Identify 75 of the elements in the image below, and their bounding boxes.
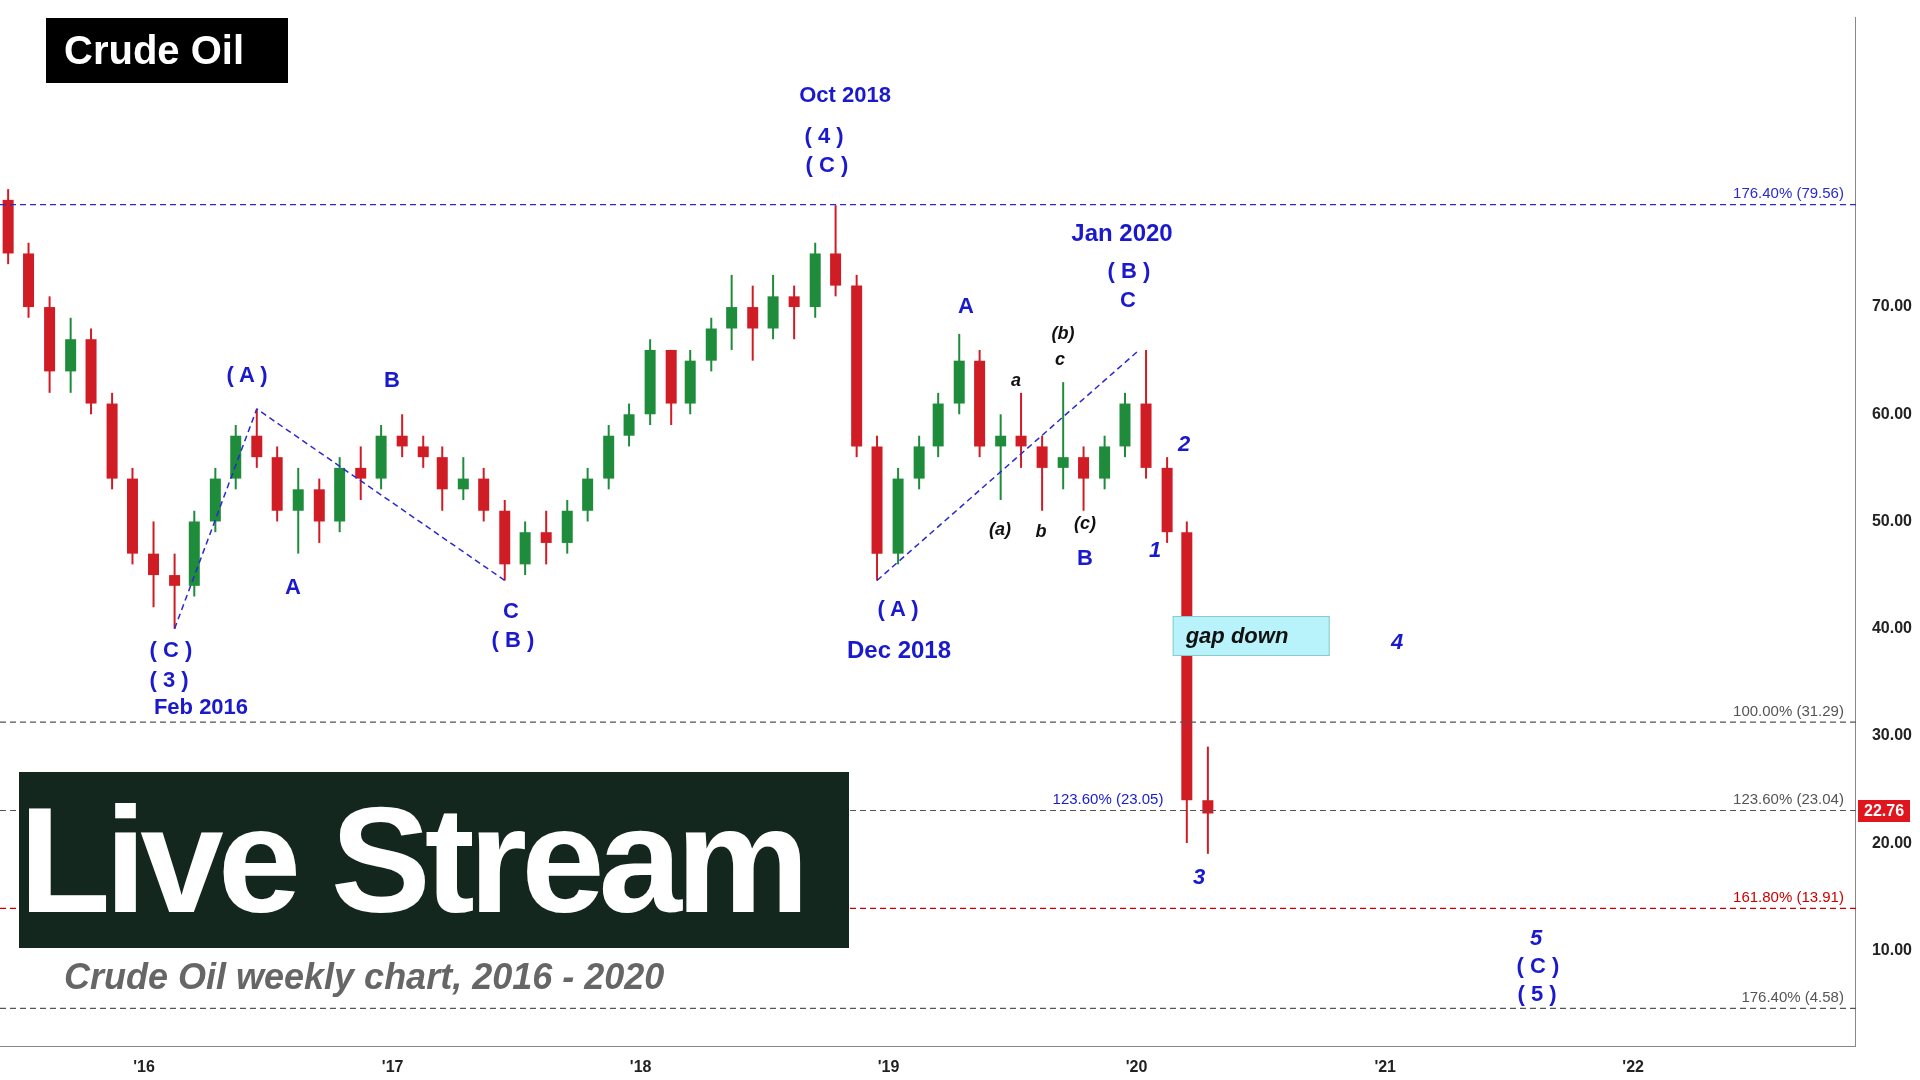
x-tick-label: '18	[629, 1057, 652, 1075]
candlestick	[1202, 745, 1214, 855]
annotation: A	[958, 293, 974, 319]
candlestick	[396, 413, 408, 459]
annotation: B	[384, 367, 400, 393]
annotation: Oct 2018	[799, 82, 891, 108]
annotation: 5	[1529, 925, 1543, 951]
annotation: gap down	[1172, 616, 1330, 656]
annotation: ( B )	[1107, 258, 1151, 284]
candlestick	[457, 456, 469, 502]
annotation: Jan 2020	[1071, 219, 1173, 247]
annotation: 123.60% (23.05)	[1050, 789, 1166, 807]
annotation: C	[503, 598, 519, 624]
annotation: ( 5 )	[1517, 981, 1557, 1007]
x-tick-label: '22	[1622, 1057, 1645, 1075]
y-tick-label: 60.00	[1871, 404, 1913, 422]
candlestick	[292, 466, 304, 555]
ref-line-label: 123.60% (23.04)	[1733, 790, 1844, 808]
ref-line-label: 176.40% (79.56)	[1733, 184, 1844, 202]
y-tick-label: 50.00	[1871, 511, 1913, 529]
candlestick	[1036, 434, 1048, 512]
x-tick-label: '16	[133, 1057, 155, 1075]
annotation: c	[1054, 348, 1066, 370]
candlestick	[540, 509, 552, 566]
candlestick	[417, 434, 429, 469]
annotation: B	[1077, 545, 1093, 571]
candlestick	[1015, 391, 1027, 469]
candlestick	[169, 552, 181, 630]
candlestick	[148, 520, 160, 609]
y-tick-label: 10.00	[1871, 940, 1913, 958]
candlestick	[995, 413, 1007, 502]
candlestick	[623, 402, 635, 448]
annotation: (b)	[1051, 322, 1075, 344]
candlestick	[1078, 445, 1090, 512]
annotation: C	[1120, 287, 1136, 313]
annotation: 2	[1177, 431, 1191, 457]
candlestick	[1057, 381, 1069, 491]
y-tick-label: 20.00	[1871, 833, 1913, 851]
candlestick	[251, 407, 263, 469]
annotation: b	[1035, 520, 1047, 542]
ref-line-label: 176.40% (4.58)	[1741, 988, 1844, 1006]
annotation: Live Stream	[19, 772, 849, 948]
annotation: 3	[1192, 864, 1206, 890]
chart-title: Crude Oil	[46, 18, 289, 83]
text: Crude Oil weekly chart, 2016 - 2020	[64, 956, 665, 998]
annotation: ( C )	[149, 637, 193, 663]
candlestick	[726, 273, 738, 351]
annotation: Dec 2018	[846, 636, 952, 664]
annotation: ( 4 )	[804, 123, 844, 149]
annotation: (a)	[989, 518, 1011, 540]
annotation: a	[1010, 369, 1022, 391]
x-tick-label: '21	[1374, 1057, 1397, 1075]
annotation: (c)	[1074, 512, 1096, 534]
y-tick-label: 30.00	[1871, 726, 1913, 744]
text: 22.76	[1858, 800, 1911, 822]
x-tick-label: '20	[1125, 1057, 1148, 1075]
y-tick-label: 40.00	[1871, 619, 1913, 637]
x-tick-label: '19	[877, 1057, 900, 1075]
annotation: Feb 2016	[153, 694, 249, 720]
annotation: 4	[1390, 629, 1404, 655]
candlestick	[788, 284, 800, 341]
annotation: ( A )	[877, 596, 919, 622]
annotation: ( B )	[491, 627, 535, 653]
y-tick-label: 70.00	[1871, 297, 1913, 315]
annotation: ( A )	[226, 362, 268, 388]
ref-line-label: 161.80% (13.91)	[1733, 888, 1844, 906]
annotation: ( C )	[1516, 953, 1560, 979]
annotation: 1	[1148, 537, 1162, 563]
annotation: ( 3 )	[149, 667, 189, 693]
annotation: A	[285, 574, 301, 600]
candlestick	[747, 284, 759, 362]
annotation: ( C )	[805, 152, 849, 178]
x-tick-label: '17	[381, 1057, 404, 1075]
candlestick	[355, 445, 367, 502]
ref-line-label: 100.00% (31.29)	[1733, 701, 1844, 719]
